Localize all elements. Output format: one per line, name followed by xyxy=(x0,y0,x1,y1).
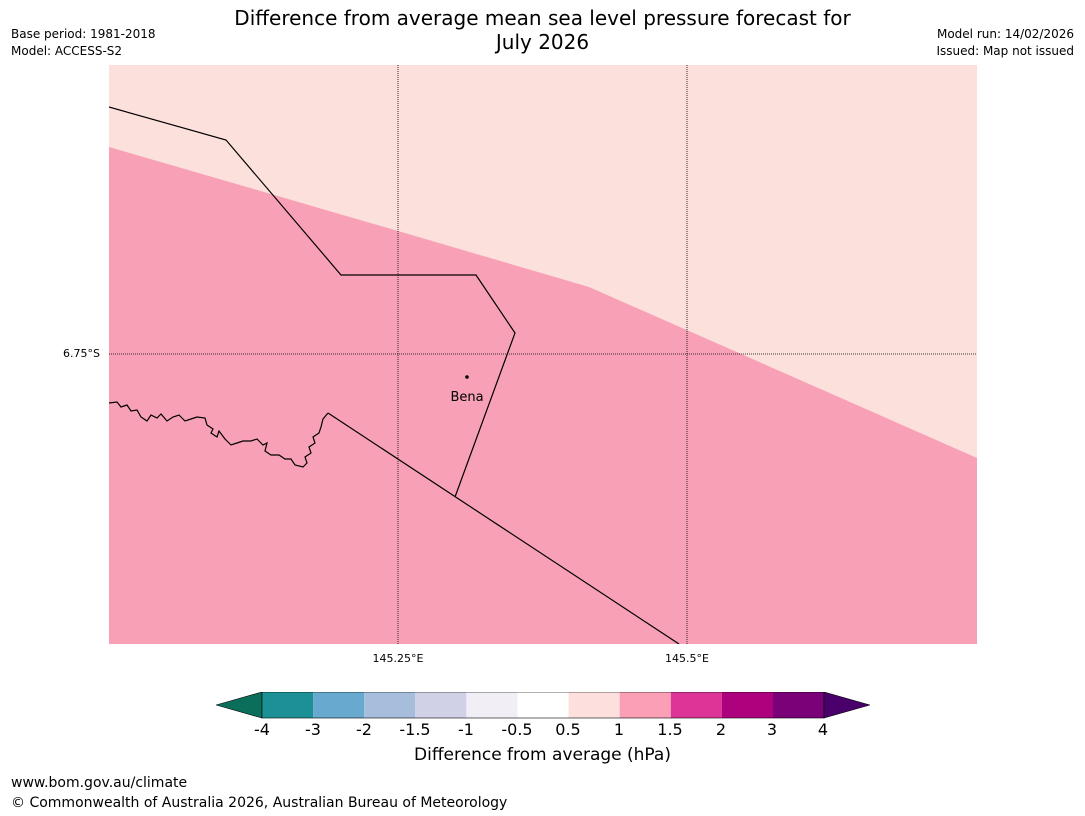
colorbar-tick: -3 xyxy=(305,720,321,739)
colorbar-tick: -4 xyxy=(254,720,270,739)
model-run: Model run: 14/02/2026 xyxy=(936,27,1074,41)
colorbar-bin xyxy=(262,692,314,718)
colorbar-bin xyxy=(773,692,824,718)
province-boundary xyxy=(109,106,516,498)
colorbar-bin xyxy=(466,692,518,718)
colorbar-tick: 0.5 xyxy=(555,720,581,739)
colorbar-tick: -1 xyxy=(458,720,474,739)
town-label: Bena xyxy=(450,390,483,405)
header-right: Model run: 14/02/2026 Issued: Map not is… xyxy=(936,26,1074,60)
title-line-2: July 2026 xyxy=(495,30,590,54)
colorbar-bin xyxy=(313,692,365,718)
colorbar-bin xyxy=(670,692,722,718)
lon-label-145-25: 145.25°E xyxy=(372,652,424,665)
province-boundary-south xyxy=(327,412,680,644)
footer-url[interactable]: www.bom.gov.au/climate xyxy=(11,775,188,791)
colorbar-bin xyxy=(721,692,773,718)
footer-copyright: © Commonwealth of Australia 2026, Austra… xyxy=(11,795,508,811)
river-line xyxy=(109,401,329,468)
colorbar-extend-high xyxy=(823,692,870,719)
mid-pink-region xyxy=(109,147,977,644)
colorbar-bin xyxy=(568,692,620,718)
colorbar-tick: 2 xyxy=(715,720,727,739)
colorbar-tick: 1 xyxy=(613,720,625,739)
colorbar-tick: -1.5 xyxy=(399,720,431,739)
colorbar-tick: -0.5 xyxy=(501,720,533,739)
issued-status: Issued: Map not issued xyxy=(936,44,1074,58)
base-period: Base period: 1981-2018 xyxy=(11,27,156,41)
colorbar-tick: -2 xyxy=(356,720,372,739)
colorbar-extend-low xyxy=(216,692,263,719)
title-line-1: Difference from average mean sea level p… xyxy=(234,6,851,30)
map-title: Difference from average mean sea level p… xyxy=(0,6,1085,54)
lat-label: 6.75°S xyxy=(63,347,100,360)
colorbar-bin xyxy=(517,692,569,718)
colorbar-title: Difference from average (hPa) xyxy=(414,745,671,765)
town-marker xyxy=(465,375,469,379)
colorbar-tick: 4 xyxy=(817,720,829,739)
model-name: Model: ACCESS-S2 xyxy=(11,44,123,58)
pressure-anomaly-map: Bena xyxy=(109,65,977,644)
colorbar-bin xyxy=(364,692,416,718)
colorbar xyxy=(216,692,870,719)
colorbar-tick: 3 xyxy=(766,720,778,739)
colorbar-bin xyxy=(415,692,467,718)
colorbar-tick: 1.5 xyxy=(657,720,683,739)
colorbar-bin xyxy=(619,692,671,718)
lon-label-145-5: 145.5°E xyxy=(665,652,709,665)
header-left: Base period: 1981-2018 Model: ACCESS-S2 xyxy=(11,26,156,60)
